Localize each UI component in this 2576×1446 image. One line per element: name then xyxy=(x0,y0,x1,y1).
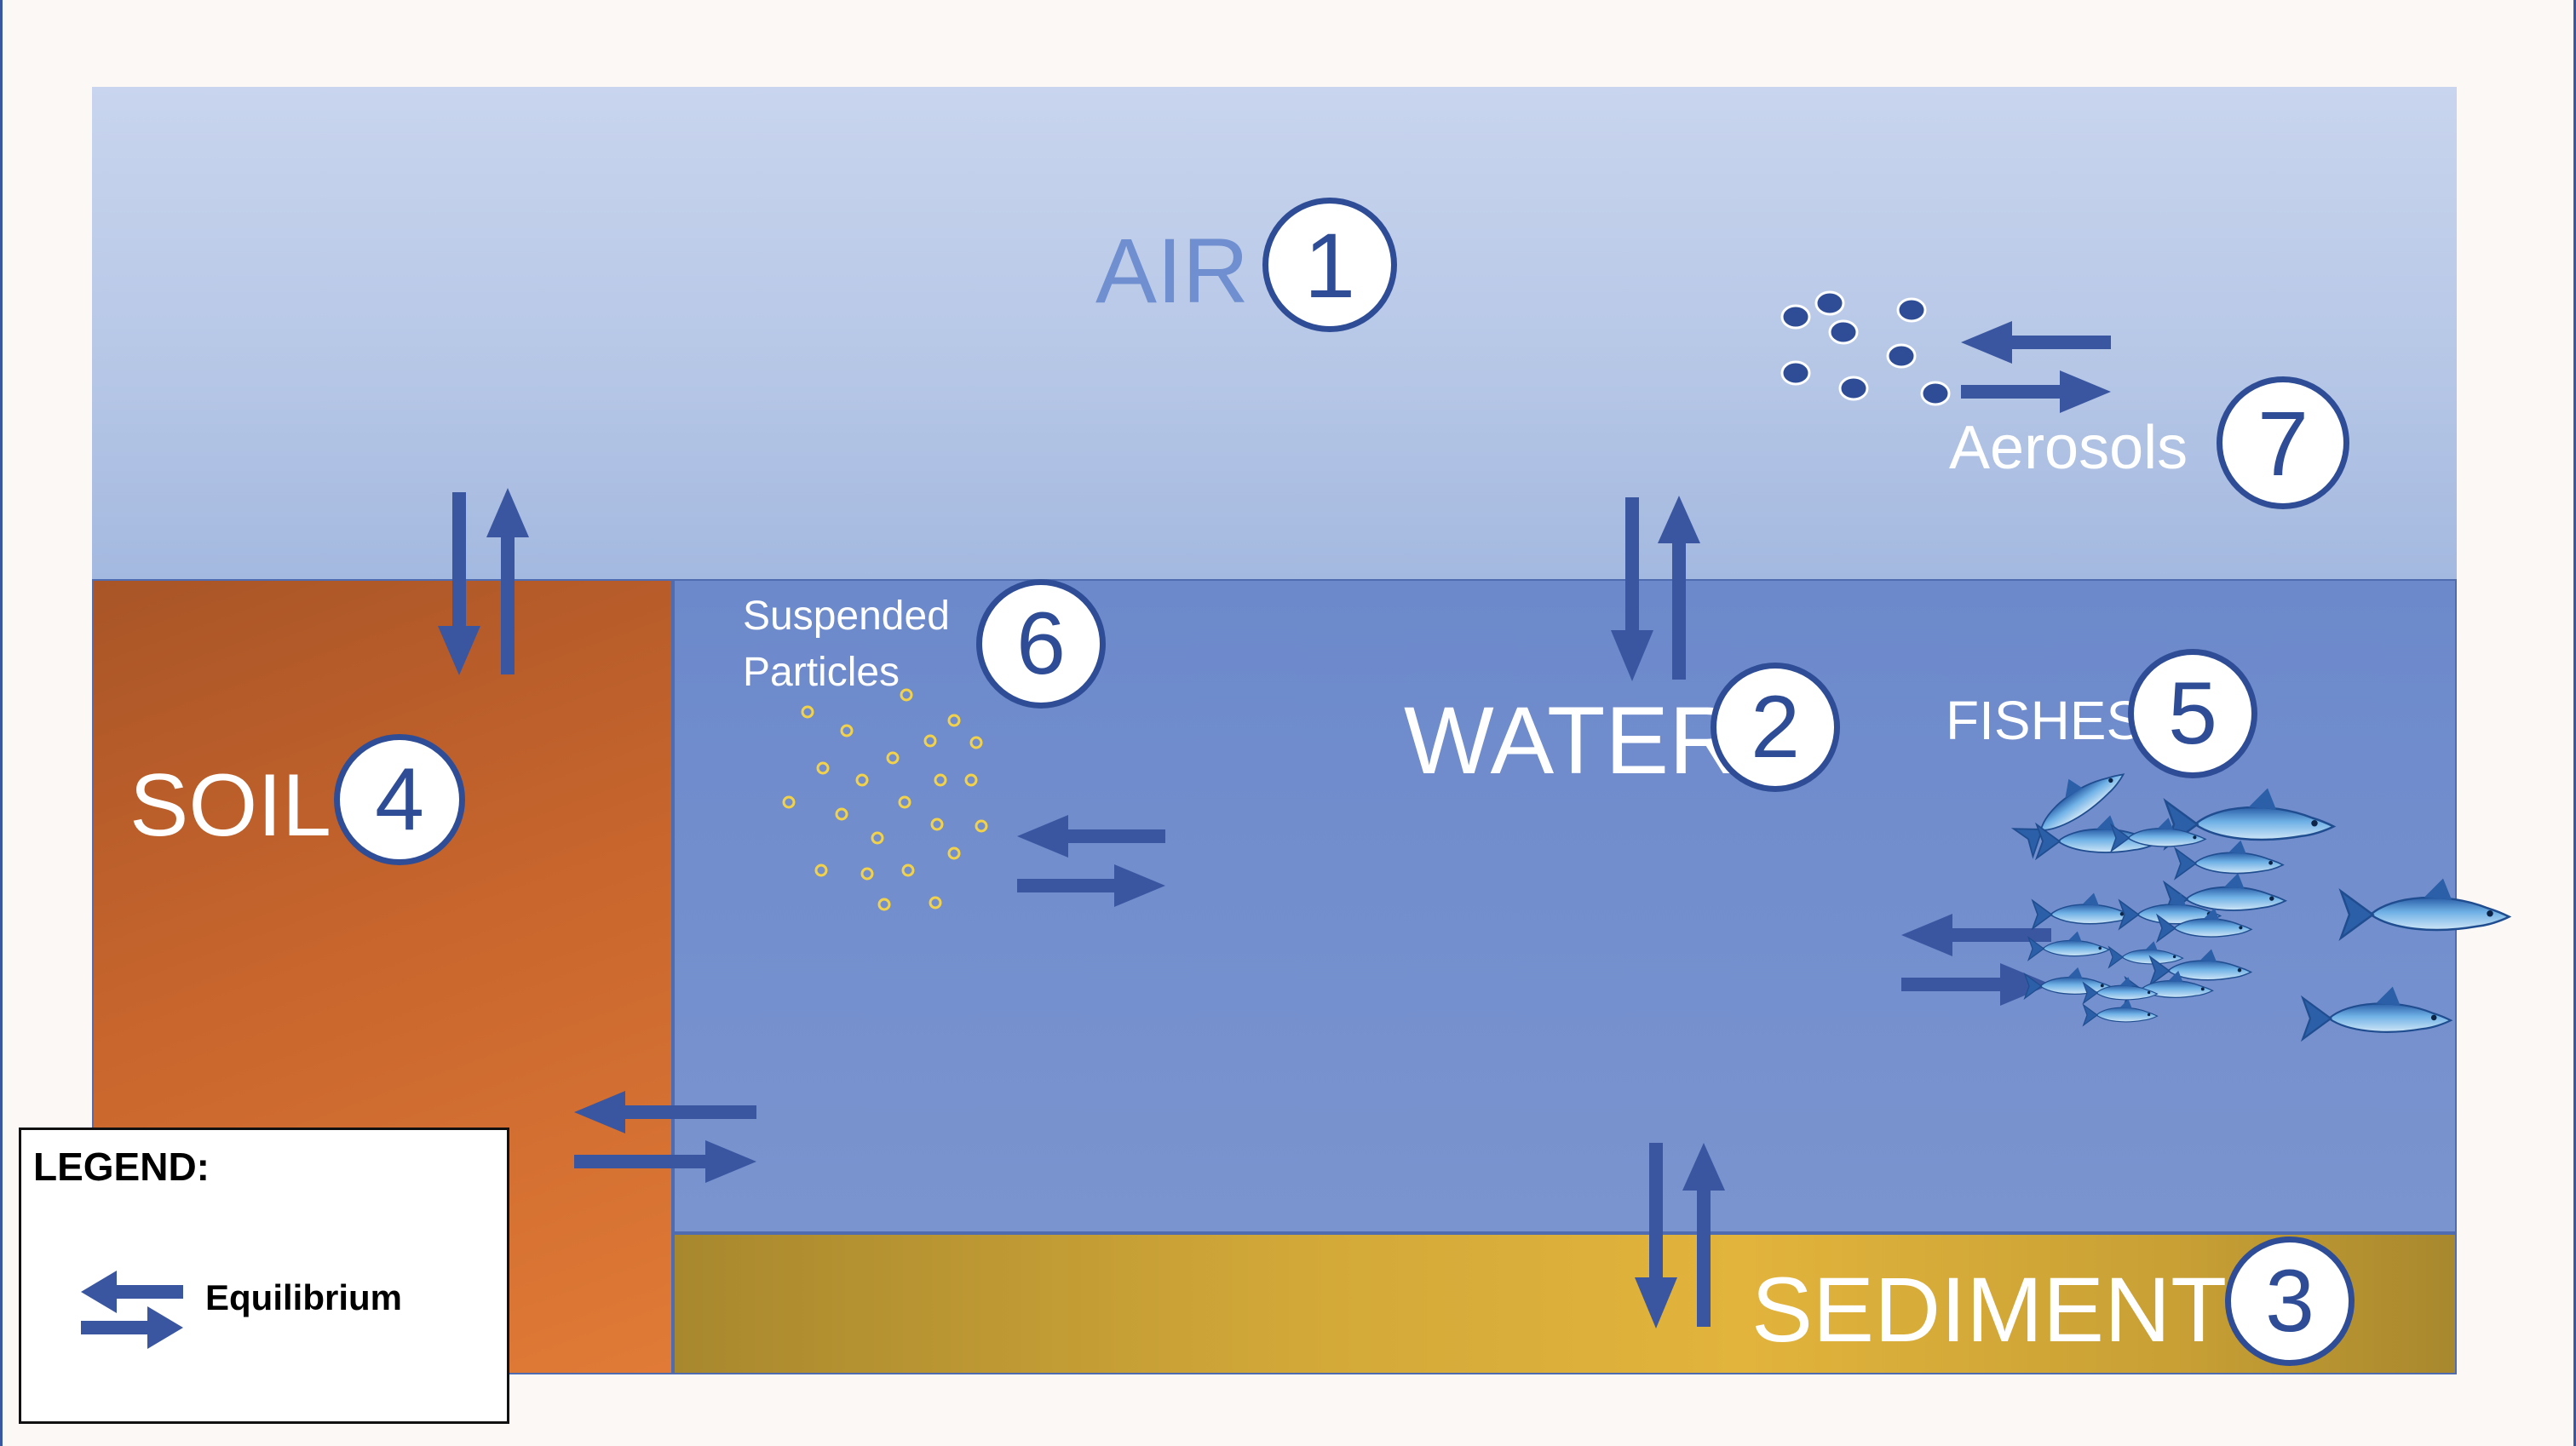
fishes-label: FISHES xyxy=(1946,690,2143,751)
water-sediment-exchange-arrows xyxy=(1635,1143,1725,1328)
air-soil-exchange-arrows xyxy=(438,488,529,675)
water-label: WATER xyxy=(1404,687,1738,794)
suspended-particle-rings xyxy=(782,688,988,911)
aerosol-dots xyxy=(1780,290,1951,406)
legend-item-equilibrium-label: Equilibrium xyxy=(205,1277,402,1317)
frame-right-edge xyxy=(2573,0,2576,1446)
air-compartment xyxy=(92,87,2457,579)
suspended-particles-label-line1: Suspended xyxy=(743,594,950,639)
sediment-number-badge: 3 xyxy=(2225,1237,2355,1366)
legend-box: LEGEND: Equilibrium xyxy=(19,1128,509,1424)
particle-exchange-arrows xyxy=(1017,815,1165,907)
fishes-number-badge: 5 xyxy=(2128,649,2257,778)
aerosols-number-badge: 7 xyxy=(2217,376,2349,509)
suspended-particles-number-badge: 6 xyxy=(976,579,1106,709)
air-water-exchange-arrows xyxy=(1611,496,1700,681)
soil-label: SOIL xyxy=(129,756,331,855)
sediment-compartment xyxy=(673,1233,2457,1374)
sediment-label: SEDIMENT xyxy=(1751,1258,2228,1361)
suspended-particles-label-line2: Particles xyxy=(743,650,900,695)
legend-title: LEGEND: xyxy=(33,1145,210,1189)
fish-school xyxy=(2007,750,2510,1041)
air-number-badge: 1 xyxy=(1262,198,1397,332)
soil-number-badge: 4 xyxy=(334,734,465,865)
water-number-badge: 2 xyxy=(1711,663,1840,792)
aerosols-label: Aerosols xyxy=(1949,414,2188,482)
frame-left-edge xyxy=(0,0,3,1446)
equilibrium-arrows-icon xyxy=(81,1271,183,1349)
aerosol-exchange-arrows xyxy=(1961,321,2111,413)
soil-water-exchange-arrows xyxy=(574,1091,756,1183)
air-label: AIR xyxy=(1095,219,1250,322)
fish-exchange-arrows xyxy=(1901,914,2051,1006)
